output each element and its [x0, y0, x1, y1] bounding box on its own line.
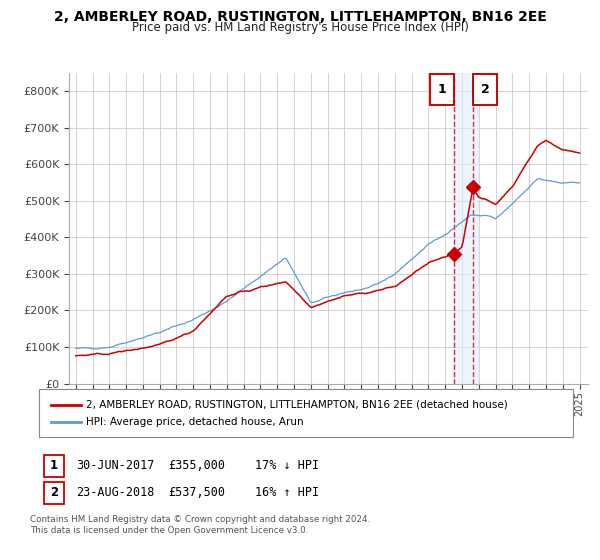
- Text: 2: 2: [481, 83, 490, 96]
- Text: This data is licensed under the Open Government Licence v3.0.: This data is licensed under the Open Gov…: [30, 526, 308, 535]
- Text: 17% ↓ HPI: 17% ↓ HPI: [255, 459, 319, 473]
- Text: 16% ↑ HPI: 16% ↑ HPI: [255, 486, 319, 500]
- Text: Contains HM Land Registry data © Crown copyright and database right 2024.: Contains HM Land Registry data © Crown c…: [30, 515, 370, 524]
- Text: 30-JUN-2017: 30-JUN-2017: [76, 459, 155, 473]
- Text: 2: 2: [50, 486, 58, 500]
- Bar: [454, 73, 478, 384]
- Text: 2, AMBERLEY ROAD, RUSTINGTON, LITTLEHAMPTON, BN16 2EE (detached house): 2, AMBERLEY ROAD, RUSTINGTON, LITTLEHAMP…: [86, 400, 508, 409]
- Text: £537,500: £537,500: [168, 486, 225, 500]
- Text: 2, AMBERLEY ROAD, RUSTINGTON, LITTLEHAMPTON, BN16 2EE: 2, AMBERLEY ROAD, RUSTINGTON, LITTLEHAMP…: [53, 10, 547, 24]
- Text: £355,000: £355,000: [168, 459, 225, 473]
- Text: Price paid vs. HM Land Registry's House Price Index (HPI): Price paid vs. HM Land Registry's House …: [131, 21, 469, 34]
- Text: 23-AUG-2018: 23-AUG-2018: [76, 486, 155, 500]
- Text: 1: 1: [437, 83, 446, 96]
- Text: HPI: Average price, detached house, Arun: HPI: Average price, detached house, Arun: [86, 417, 304, 427]
- Text: 1: 1: [50, 459, 58, 473]
